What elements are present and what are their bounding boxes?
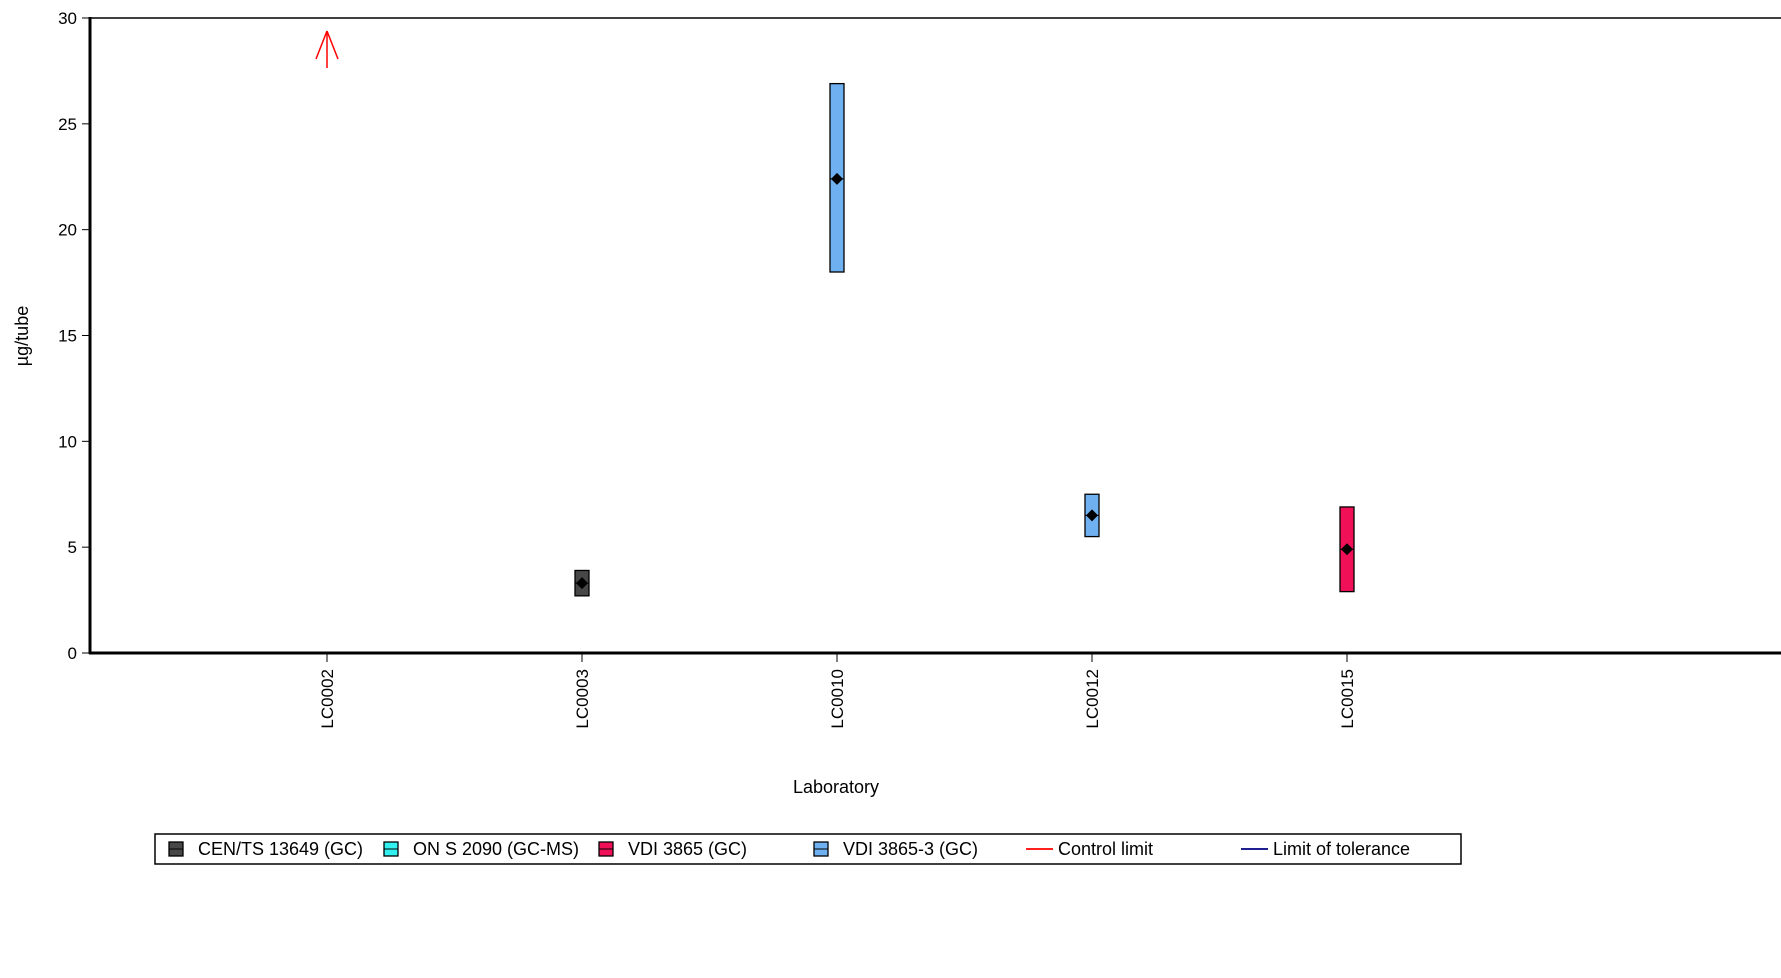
arrow-left-stroke (315, 30, 328, 60)
mean-marker-lc0010 (831, 172, 843, 185)
y-tick-label: 30 (58, 9, 77, 28)
x-tick-label: LC0010 (828, 669, 847, 729)
x-tick-label: LC0015 (1338, 669, 1357, 729)
legend-label: CEN/TS 13649 (GC) (198, 839, 363, 859)
mean-marker-lc0012 (1086, 509, 1098, 522)
legend-item: VDI 3865 (GC) (598, 839, 747, 859)
mean-marker-lc0015 (1341, 543, 1353, 556)
y-tick-label: 25 (58, 115, 77, 134)
x-tick-label: LC0002 (318, 669, 337, 729)
legend-item: Control limit (1026, 839, 1153, 859)
legend-label: VDI 3865-3 (GC) (843, 839, 978, 859)
y-axis-label: µg/tube (12, 306, 32, 366)
legend-label: Control limit (1058, 839, 1153, 859)
legend-label: VDI 3865 (GC) (628, 839, 747, 859)
x-tick-label: LC0012 (1083, 669, 1102, 729)
y-tick-label: 15 (58, 327, 77, 346)
y-tick-label: 20 (58, 221, 77, 240)
plot-axes (88, 17, 1781, 655)
x-axis-label: Laboratory (793, 777, 879, 797)
legend-label: ON S 2090 (GC-MS) (413, 839, 579, 859)
legend-item: CEN/TS 13649 (GC) (168, 839, 363, 859)
x-tick-label: LC0003 (573, 669, 592, 729)
mean-marker-lc0003 (576, 577, 588, 590)
legend-item: ON S 2090 (GC-MS) (383, 839, 579, 859)
legend-label: Limit of tolerance (1273, 839, 1410, 859)
y-axis-ticks: 0 5 10 15 20 25 30 (58, 9, 90, 663)
y-tick-label: 0 (68, 644, 77, 663)
legend: CEN/TS 13649 (GC) ON S 2090 (GC-MS) VDI 38… (154, 833, 1462, 865)
arrow-right-stroke (326, 30, 339, 60)
off-scale-arrow-lc0002 (315, 30, 339, 68)
legend-item: Limit of tolerance (1241, 839, 1410, 859)
y-tick-label: 10 (58, 432, 77, 451)
x-axis-ticks: LC0002 LC0003 LC0010 LC0012 LC0015 (318, 653, 1357, 729)
y-tick-label: 5 (68, 538, 77, 557)
plot-marks (315, 30, 1355, 597)
legend-item: VDI 3865-3 (GC) (813, 839, 978, 859)
